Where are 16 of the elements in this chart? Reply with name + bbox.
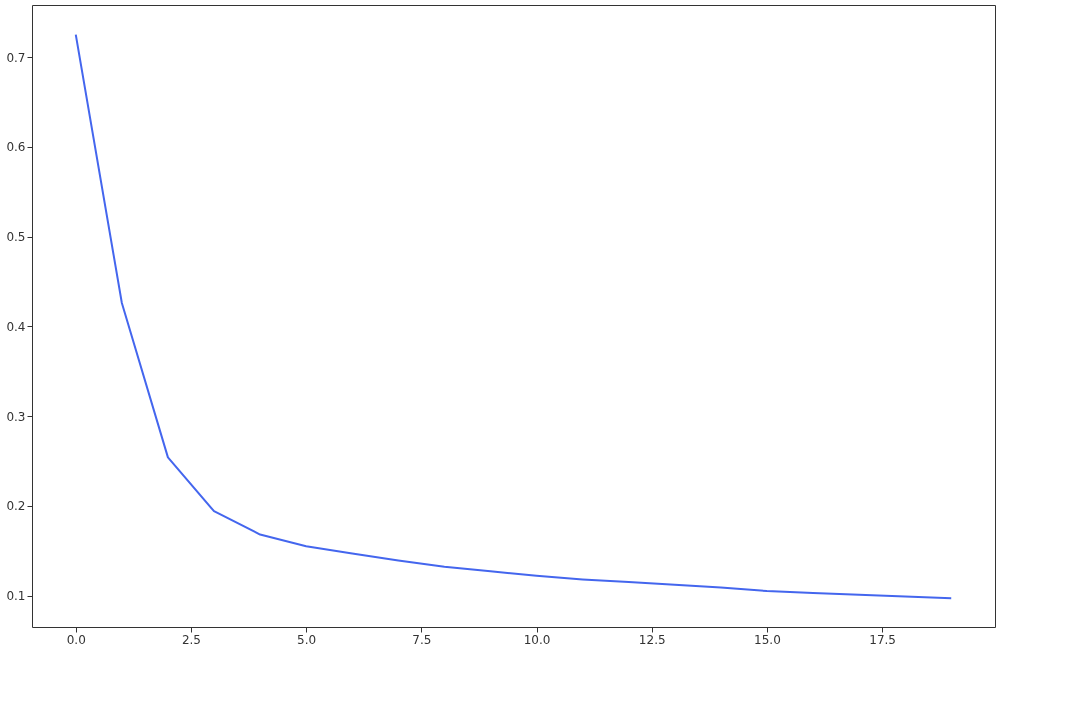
- line-series: [74, 33, 953, 600]
- y-tick-label: 0.4: [6, 319, 26, 334]
- x-tick-label: 10.0: [523, 632, 551, 647]
- y-tick-label: 0.6: [6, 140, 26, 155]
- y-tick-label: 0.3: [6, 409, 26, 424]
- y-tick-label: 0.7: [6, 50, 26, 65]
- y-tick-label: 0.2: [6, 499, 26, 514]
- x-tick-label: 7.5: [412, 632, 432, 647]
- x-tick-label: 2.5: [181, 632, 202, 647]
- x-tick-label: 0.0: [66, 632, 86, 647]
- x-tick-label: 15.0: [754, 632, 781, 647]
- x-tick-label: 5.0: [297, 632, 317, 647]
- x-tick-label: 12.5: [638, 632, 666, 647]
- y-tick-label: 0.1: [6, 589, 26, 604]
- x-tick-label: 17.5: [869, 632, 896, 647]
- y-tick-label: 0.5: [6, 230, 26, 245]
